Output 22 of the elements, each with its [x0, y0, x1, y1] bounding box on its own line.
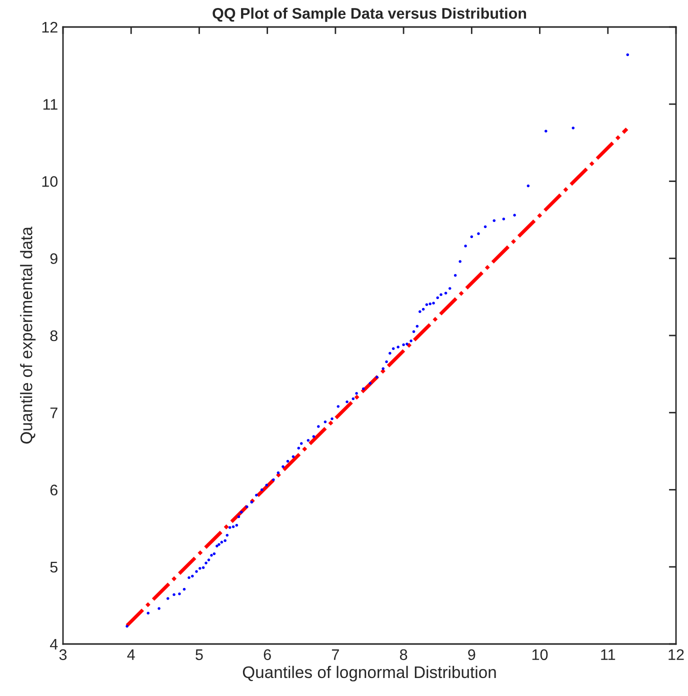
x-tick-label: 11 — [601, 649, 616, 660]
y-tick-label: 10 — [42, 176, 58, 187]
x-tick-label: 10 — [532, 649, 548, 660]
x-tick-label: 3 — [59, 649, 67, 660]
x-tick-label: 12 — [668, 649, 684, 660]
y-tick-label: 4 — [50, 639, 58, 650]
x-tick-label: 4 — [127, 649, 135, 660]
y-tick-label: 6 — [50, 484, 58, 496]
y-tick-label: 11 — [43, 99, 58, 110]
y-axis-title: Quantile of experimental data — [20, 226, 36, 444]
y-tick-label: 12 — [42, 22, 58, 33]
x-tick-label: 5 — [196, 649, 203, 660]
chart-title: QQ Plot of Sample Data versus Distribution — [212, 8, 526, 22]
y-tick-label: 8 — [50, 330, 58, 342]
x-tick-label: 8 — [400, 649, 408, 660]
x-tick-label: 7 — [332, 649, 339, 660]
x-axis-title: Quantiles of lognormal Distribution — [242, 666, 496, 682]
y-tick-label: 5 — [50, 562, 58, 573]
x-tick-label: 9 — [468, 649, 476, 660]
y-tick-label: 7 — [50, 408, 58, 418]
x-tick-label: 6 — [264, 649, 271, 660]
y-tick-label: 9 — [50, 253, 58, 264]
